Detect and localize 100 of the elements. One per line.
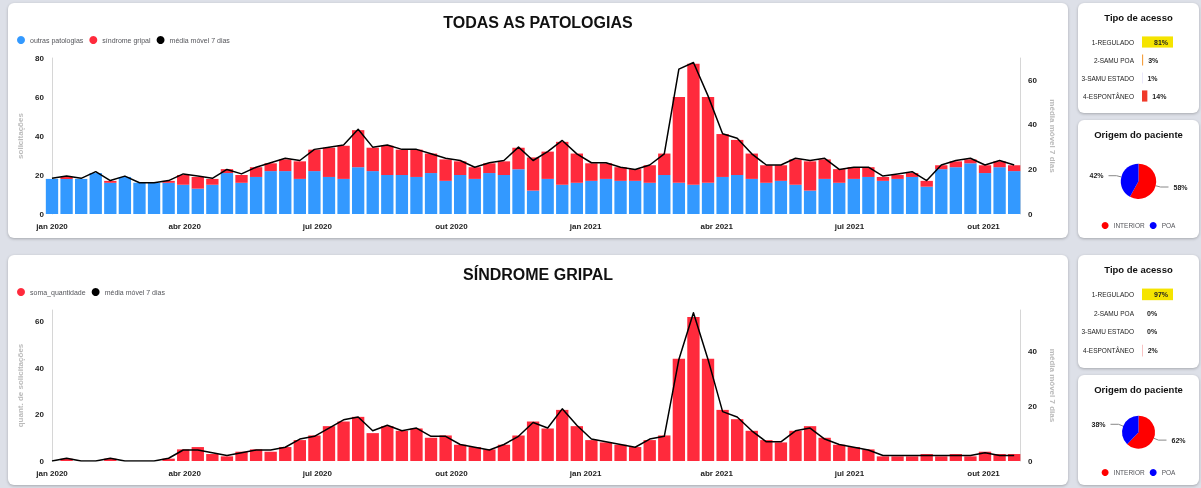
bar (599, 442, 613, 461)
bar (876, 456, 890, 461)
bar (818, 159, 831, 179)
bar (279, 447, 292, 461)
bar (366, 171, 379, 214)
bar (556, 141, 569, 185)
bar (628, 169, 642, 181)
bar (891, 456, 904, 461)
bar (526, 421, 540, 461)
x-tick-label: abr 2020 (168, 221, 202, 231)
bar (337, 145, 350, 179)
bar (920, 186, 933, 214)
bar (658, 175, 671, 214)
x-tick-label: jan 2020 (35, 221, 69, 231)
bar (220, 173, 234, 214)
bar (410, 176, 423, 214)
y-axis-title: quant. de solicitações (15, 343, 25, 428)
bar (891, 178, 904, 214)
bar (454, 444, 467, 461)
bar (745, 178, 758, 214)
bar (439, 435, 452, 461)
bar (133, 182, 146, 214)
bar (687, 63, 700, 185)
x-tick-label: jul 2021 (833, 221, 865, 231)
y-tick-label: 20 (35, 170, 45, 180)
bar (701, 97, 715, 183)
bar (1008, 171, 1021, 214)
bar (308, 435, 321, 461)
bar (483, 449, 496, 461)
y-tick-label: 40 (35, 363, 45, 373)
chart-title: TODAS AS PATOLOGIAS (443, 13, 633, 31)
bar (177, 175, 190, 185)
bar (483, 163, 496, 174)
bar (614, 167, 627, 181)
bar (293, 440, 306, 461)
bar (1008, 454, 1021, 461)
bar (381, 145, 394, 175)
bar (1008, 165, 1021, 172)
bar (556, 409, 569, 461)
bar (818, 178, 831, 214)
bar (206, 178, 219, 185)
bar (774, 165, 788, 181)
bar (585, 163, 598, 181)
bar (585, 440, 598, 461)
y-tick-label: 80 (35, 53, 45, 63)
bar (439, 180, 452, 214)
bar (876, 180, 890, 214)
bar (760, 165, 773, 183)
bar (672, 182, 686, 214)
y2-tick-label: 0 (1028, 209, 1033, 219)
bar (876, 176, 890, 181)
bar (833, 169, 846, 183)
bar (322, 176, 336, 214)
bar (716, 134, 729, 177)
bar (628, 180, 642, 214)
bar (410, 149, 423, 177)
y2-tick-label: 40 (1028, 120, 1038, 130)
x-tick-label: jul 2021 (833, 468, 865, 478)
x-tick-label: abr 2020 (168, 468, 202, 478)
bar (789, 430, 802, 461)
bar (789, 184, 802, 214)
bar (249, 176, 263, 214)
bar (293, 178, 306, 214)
bar (905, 176, 919, 214)
chart-title: Tipo de acesso (1104, 263, 1173, 275)
bar (512, 169, 525, 214)
y-tick-label: 0 (39, 456, 45, 466)
bar (454, 161, 467, 175)
bar (308, 171, 321, 214)
bar (74, 178, 88, 214)
bar (614, 180, 627, 214)
bar (337, 421, 350, 461)
x-tick-label: jan 2020 (35, 468, 69, 478)
bar (351, 416, 365, 461)
bar (293, 161, 306, 179)
bar (847, 167, 860, 179)
bar (541, 428, 554, 461)
bar (89, 173, 102, 214)
y-tick-label: 20 (35, 410, 45, 420)
bar (147, 182, 161, 214)
chart-title: SÍNDROME GRIPAL (463, 264, 614, 283)
bar (978, 173, 992, 214)
bar (716, 409, 729, 461)
bar (454, 175, 467, 214)
bar (45, 178, 59, 214)
bar (643, 440, 656, 461)
bar (1142, 36, 1173, 48)
bar (512, 147, 525, 170)
bar (745, 430, 758, 461)
bar (191, 176, 204, 189)
bar (424, 153, 438, 174)
bar (585, 180, 598, 214)
bar (774, 442, 788, 461)
bar (847, 447, 860, 461)
bar (628, 447, 642, 461)
bar (803, 190, 817, 214)
bar (526, 157, 540, 191)
bar (497, 161, 511, 175)
bar (599, 163, 613, 179)
bar (541, 151, 554, 179)
